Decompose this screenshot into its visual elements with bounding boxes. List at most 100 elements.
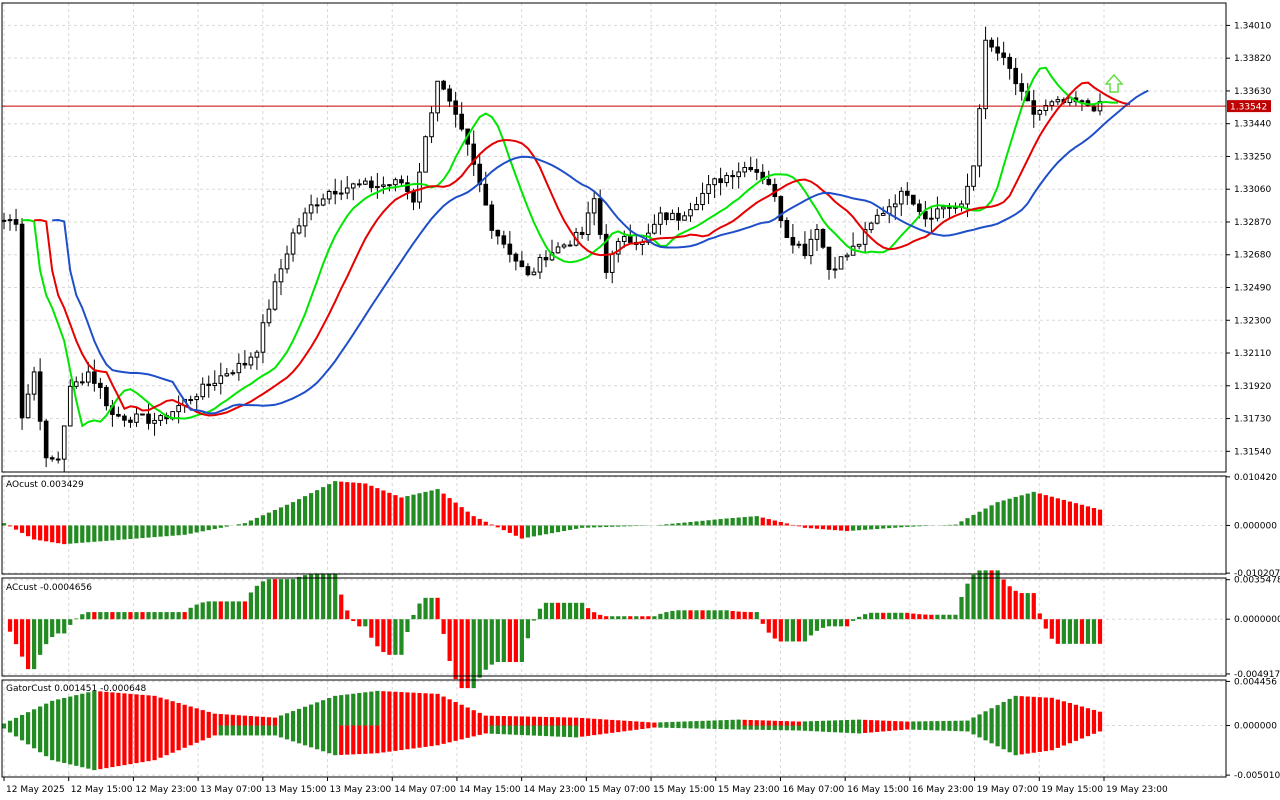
candle (820, 228, 826, 248)
candle (1091, 105, 1097, 112)
candle (658, 212, 663, 225)
candle (904, 190, 910, 196)
y-tick-label: 1.31920 (1234, 382, 1271, 392)
x-tick-label: 19 May 07:00 (977, 785, 1039, 795)
candle (296, 225, 302, 234)
candle (73, 381, 79, 387)
panel-frame (1, 679, 1227, 778)
candle (947, 206, 952, 209)
candle (917, 203, 922, 212)
candle (676, 212, 681, 221)
candle (381, 184, 386, 187)
candle (116, 413, 121, 417)
candle (682, 215, 687, 221)
ac-panel[interactable] (4, 570, 1103, 689)
candle (79, 381, 85, 384)
candle (25, 393, 31, 419)
candle (86, 371, 91, 383)
candle (134, 413, 139, 423)
candle (712, 178, 717, 186)
x-tick-label: 14 May 23:00 (524, 785, 586, 795)
candle (874, 214, 880, 224)
candle (441, 80, 446, 90)
candle (513, 253, 519, 262)
ao-panel[interactable] (1, 481, 1103, 545)
x-tick-label: 16 May 07:00 (782, 785, 844, 795)
y-tick-label: 1.32110 (1234, 349, 1271, 359)
gator-label: GatorCust 0.001451 -0.000648 (6, 684, 147, 694)
x-tick-label: 16 May 23:00 (912, 785, 974, 795)
candle (248, 356, 254, 366)
candle (790, 237, 796, 246)
candle (700, 192, 705, 206)
candle (55, 458, 61, 461)
candle (814, 228, 820, 240)
candle (555, 246, 561, 254)
buy-signal-arrow-icon (1104, 73, 1124, 93)
candle (609, 253, 615, 273)
candle (158, 415, 163, 421)
candle (1055, 99, 1061, 103)
candle (19, 223, 25, 419)
candle (447, 88, 452, 102)
candle (435, 80, 440, 114)
candle (278, 268, 284, 283)
candle (411, 191, 416, 203)
x-tick-label: 12 May 15:00 (71, 785, 133, 795)
candle (983, 39, 988, 110)
candle (1019, 83, 1025, 92)
candle (230, 372, 236, 375)
candle (399, 179, 404, 184)
candle (429, 112, 434, 138)
candle (501, 235, 507, 245)
current-price-tag (1227, 100, 1271, 113)
candle (314, 204, 320, 207)
candle (1043, 105, 1049, 112)
candle (844, 254, 850, 258)
candle (194, 396, 200, 401)
candle (122, 415, 127, 421)
y-tick-label: -0.0049173 (1234, 670, 1280, 680)
candle (537, 256, 543, 273)
ao-label: AOcust 0.003429 (6, 480, 84, 490)
candle (152, 419, 157, 424)
main-price-panel[interactable] (1, 26, 1226, 473)
candle (621, 235, 627, 242)
candle (862, 229, 868, 245)
candle (531, 271, 537, 276)
y-tick-label: 0.004456 (1234, 677, 1277, 687)
candle (405, 182, 410, 193)
candle (911, 194, 916, 205)
candle (67, 385, 73, 427)
candle (567, 244, 573, 247)
candle (483, 183, 489, 206)
candle (128, 419, 133, 423)
candle (784, 220, 790, 239)
candle (31, 371, 37, 395)
candle (597, 198, 603, 235)
ac-label: ACcust -0.0004656 (6, 583, 92, 593)
candle (13, 219, 19, 225)
candle (688, 209, 693, 217)
candle (718, 178, 723, 184)
candle (923, 210, 928, 220)
candle (591, 198, 597, 214)
y-tick-label: 1.33060 (1234, 185, 1271, 195)
candle (543, 256, 549, 261)
candle (495, 229, 501, 237)
candle (977, 108, 982, 167)
candle (266, 308, 272, 324)
gator-panel[interactable] (1, 690, 1103, 771)
y-tick-label: 1.32680 (1234, 251, 1271, 261)
candle (1, 219, 7, 222)
candle (519, 260, 525, 268)
candle (706, 184, 711, 194)
candle (929, 217, 934, 220)
candle (627, 235, 633, 243)
candle (941, 206, 946, 210)
y-tick-label: 0.000000 (1234, 722, 1277, 732)
x-tick-label: 15 May 07:00 (588, 785, 650, 795)
candle (140, 413, 145, 416)
candle (1037, 110, 1043, 115)
